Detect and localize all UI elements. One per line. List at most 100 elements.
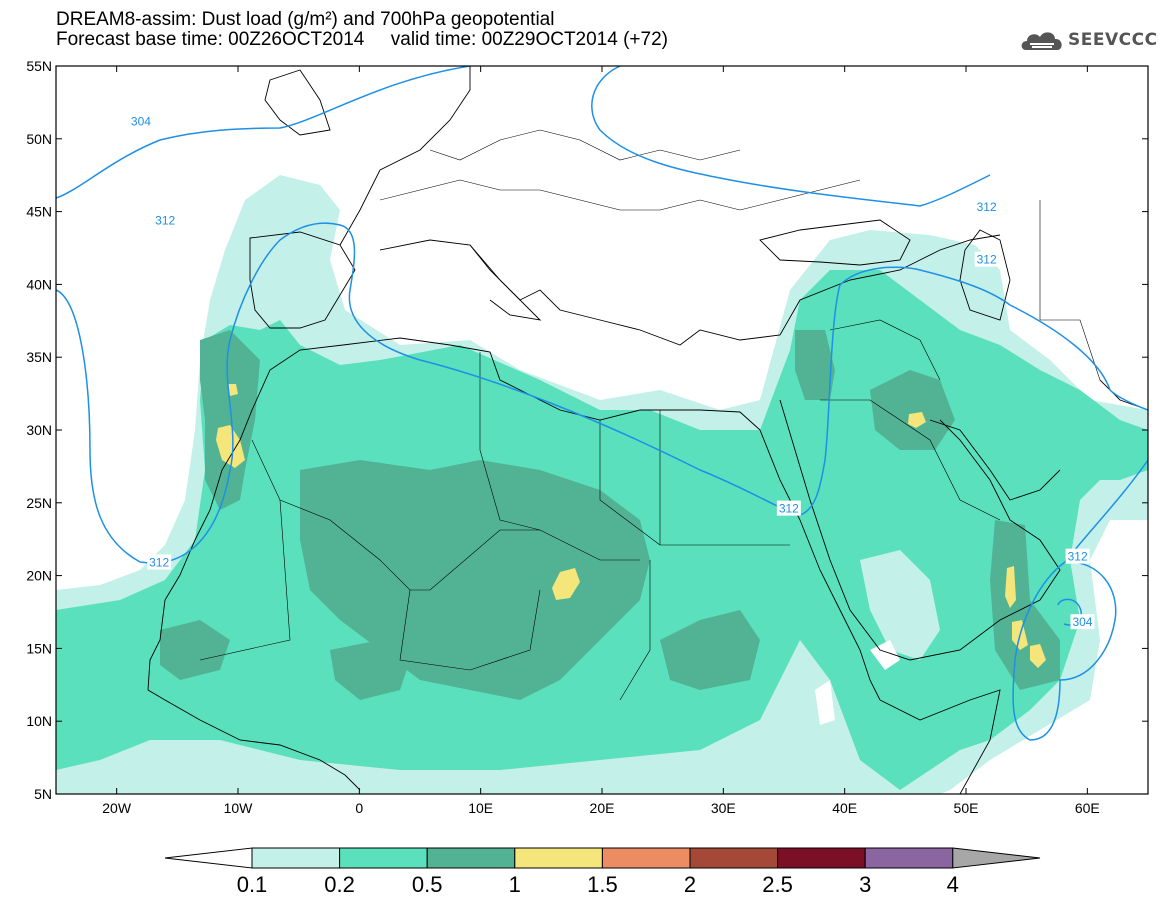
dust-area-dark-levant bbox=[795, 330, 835, 400]
contour-label: 312 bbox=[977, 200, 997, 214]
coast-iberia bbox=[249, 231, 356, 329]
contour-label: 312 bbox=[155, 213, 175, 227]
colorbar-label: 3 bbox=[859, 872, 871, 897]
coast-red-sea bbox=[759, 429, 881, 701]
dust-area-high-chad bbox=[552, 568, 580, 600]
lon-tick-label: 40E bbox=[832, 800, 857, 816]
cloud-logo-icon bbox=[1021, 32, 1062, 50]
contour-label-bg bbox=[128, 113, 153, 129]
contour-label: 304 bbox=[1072, 615, 1092, 629]
country-borders bbox=[199, 129, 1101, 701]
contour-label: 312 bbox=[1068, 550, 1088, 564]
contour-312-north bbox=[591, 66, 991, 207]
coast-caspian bbox=[959, 229, 1011, 321]
lat-tick-label: 15N bbox=[26, 640, 52, 656]
border-mali bbox=[199, 499, 291, 661]
colorbar-swatch bbox=[601, 847, 691, 869]
title-line-2: Forecast base time: 00Z26OCT2014 valid t… bbox=[56, 29, 668, 50]
lon-tick-label: 20W bbox=[102, 800, 132, 816]
dust-area-dark-oman bbox=[990, 520, 1060, 690]
axis-ticks: 20W 10W 0 10E 20E 30E 40E 50E 60E 55N 50N 45N 40N 35N… bbox=[26, 58, 1148, 816]
dust-area-dark-sahel bbox=[160, 620, 230, 680]
border-europe bbox=[379, 179, 861, 211]
border-iraq bbox=[829, 319, 941, 381]
dust-area-high-morocco bbox=[216, 425, 245, 468]
border-europe-2 bbox=[429, 129, 741, 161]
contour-label: 312 bbox=[779, 502, 799, 516]
lat-tick-label: 35N bbox=[26, 349, 52, 365]
border-sahara-1 bbox=[251, 439, 640, 591]
contour-label-bg bbox=[1065, 548, 1090, 564]
title-line-1: DREAM8-assim: Dust load (g/m²) and 700hP… bbox=[56, 9, 555, 30]
border-niger bbox=[399, 589, 541, 671]
lon-tick-label: 10E bbox=[468, 800, 493, 816]
colorbar-label: 0.5 bbox=[412, 872, 443, 897]
lat-tick-label: 40N bbox=[26, 276, 52, 292]
contour-312-west bbox=[56, 222, 1148, 564]
lat-tick-label: 20N bbox=[26, 568, 52, 584]
dust-area-high-morocco-2 bbox=[228, 384, 238, 396]
contour-labels: 304 312 312 312 312 312 312 304 bbox=[128, 113, 1095, 630]
contour-label-bg bbox=[147, 554, 172, 570]
colorbar-label: 2 bbox=[684, 872, 696, 897]
colorbar-swatch bbox=[864, 847, 954, 869]
seevccc-logo: SEEVCCC bbox=[1018, 26, 1158, 54]
contour-label: 312 bbox=[977, 253, 997, 267]
colorbar-swatch bbox=[339, 847, 428, 869]
lat-tick-label: 25N bbox=[26, 495, 52, 511]
lon-tick-label: 20E bbox=[590, 800, 615, 816]
dust-area-high-oman bbox=[1005, 566, 1046, 668]
lon-tick-label: 50E bbox=[954, 800, 979, 816]
contour-label: 304 bbox=[131, 114, 151, 128]
lat-tick-label: 10N bbox=[26, 713, 52, 729]
lat-tick-label: 45N bbox=[26, 204, 52, 220]
contour-304-north bbox=[56, 66, 471, 199]
colorbar-over-triangle bbox=[952, 847, 1041, 869]
colorbar-label: 1.5 bbox=[587, 872, 618, 897]
map-title: DREAM8-assim: Dust load (g/m²) and 700hP… bbox=[56, 10, 668, 50]
dust-area-dark-sahel-2 bbox=[330, 640, 410, 700]
dust-area-dark-sahara bbox=[300, 460, 650, 700]
colorbar-label: 1 bbox=[509, 872, 521, 897]
lon-tick-label: 0 bbox=[355, 800, 363, 816]
border-east bbox=[1039, 200, 1101, 381]
coast-gulf bbox=[929, 419, 1061, 501]
coast-arabia bbox=[779, 399, 1061, 661]
colorbar-swatch bbox=[426, 847, 516, 869]
lat-tick-label: 55N bbox=[26, 58, 52, 74]
colorbar-label: 4 bbox=[947, 872, 959, 897]
dust-shading bbox=[56, 175, 1148, 794]
colorbar: 0.1 0.2 0.5 1 1.5 2 2.5 3 4 bbox=[164, 847, 1041, 897]
contour-label-bg bbox=[974, 251, 999, 267]
lat-tick-label: 50N bbox=[26, 131, 52, 147]
lon-tick-label: 30E bbox=[711, 800, 736, 816]
coast-uk bbox=[264, 69, 331, 136]
dust-area-dark-east bbox=[660, 610, 760, 690]
dust-area-dark-gulf bbox=[870, 370, 955, 450]
dust-area-white-gap-1 bbox=[815, 640, 900, 725]
colorbar-under-triangle bbox=[164, 847, 253, 869]
border-libya bbox=[599, 420, 661, 546]
colorbar-swatch bbox=[777, 847, 866, 869]
coast-horn bbox=[879, 689, 1001, 794]
colorbar-swatch bbox=[689, 847, 779, 869]
logo-text: SEEVCCC bbox=[1068, 30, 1158, 50]
coastlines bbox=[147, 66, 1148, 794]
colorbar-swatch bbox=[251, 847, 341, 869]
colorbar-label: 2.5 bbox=[762, 872, 793, 897]
coast-black-sea bbox=[759, 219, 911, 266]
coast-north-africa bbox=[342, 337, 761, 431]
coast-africa-west bbox=[147, 344, 361, 791]
dust-area-high-iraq bbox=[908, 412, 926, 428]
lon-tick-label: 10W bbox=[224, 800, 254, 816]
contour-label-bg bbox=[776, 500, 801, 516]
dust-area-dark-west bbox=[200, 330, 260, 510]
border-arabia bbox=[820, 399, 1001, 521]
lon-tick-label: 60E bbox=[1075, 800, 1100, 816]
contour-label-bg bbox=[974, 199, 999, 215]
border-sudan bbox=[619, 560, 651, 701]
dust-area-light-arabia bbox=[860, 550, 940, 660]
map-plot-area: 304 312 312 312 312 312 312 304 bbox=[56, 66, 1148, 794]
lat-tick-label: 5N bbox=[34, 786, 52, 802]
